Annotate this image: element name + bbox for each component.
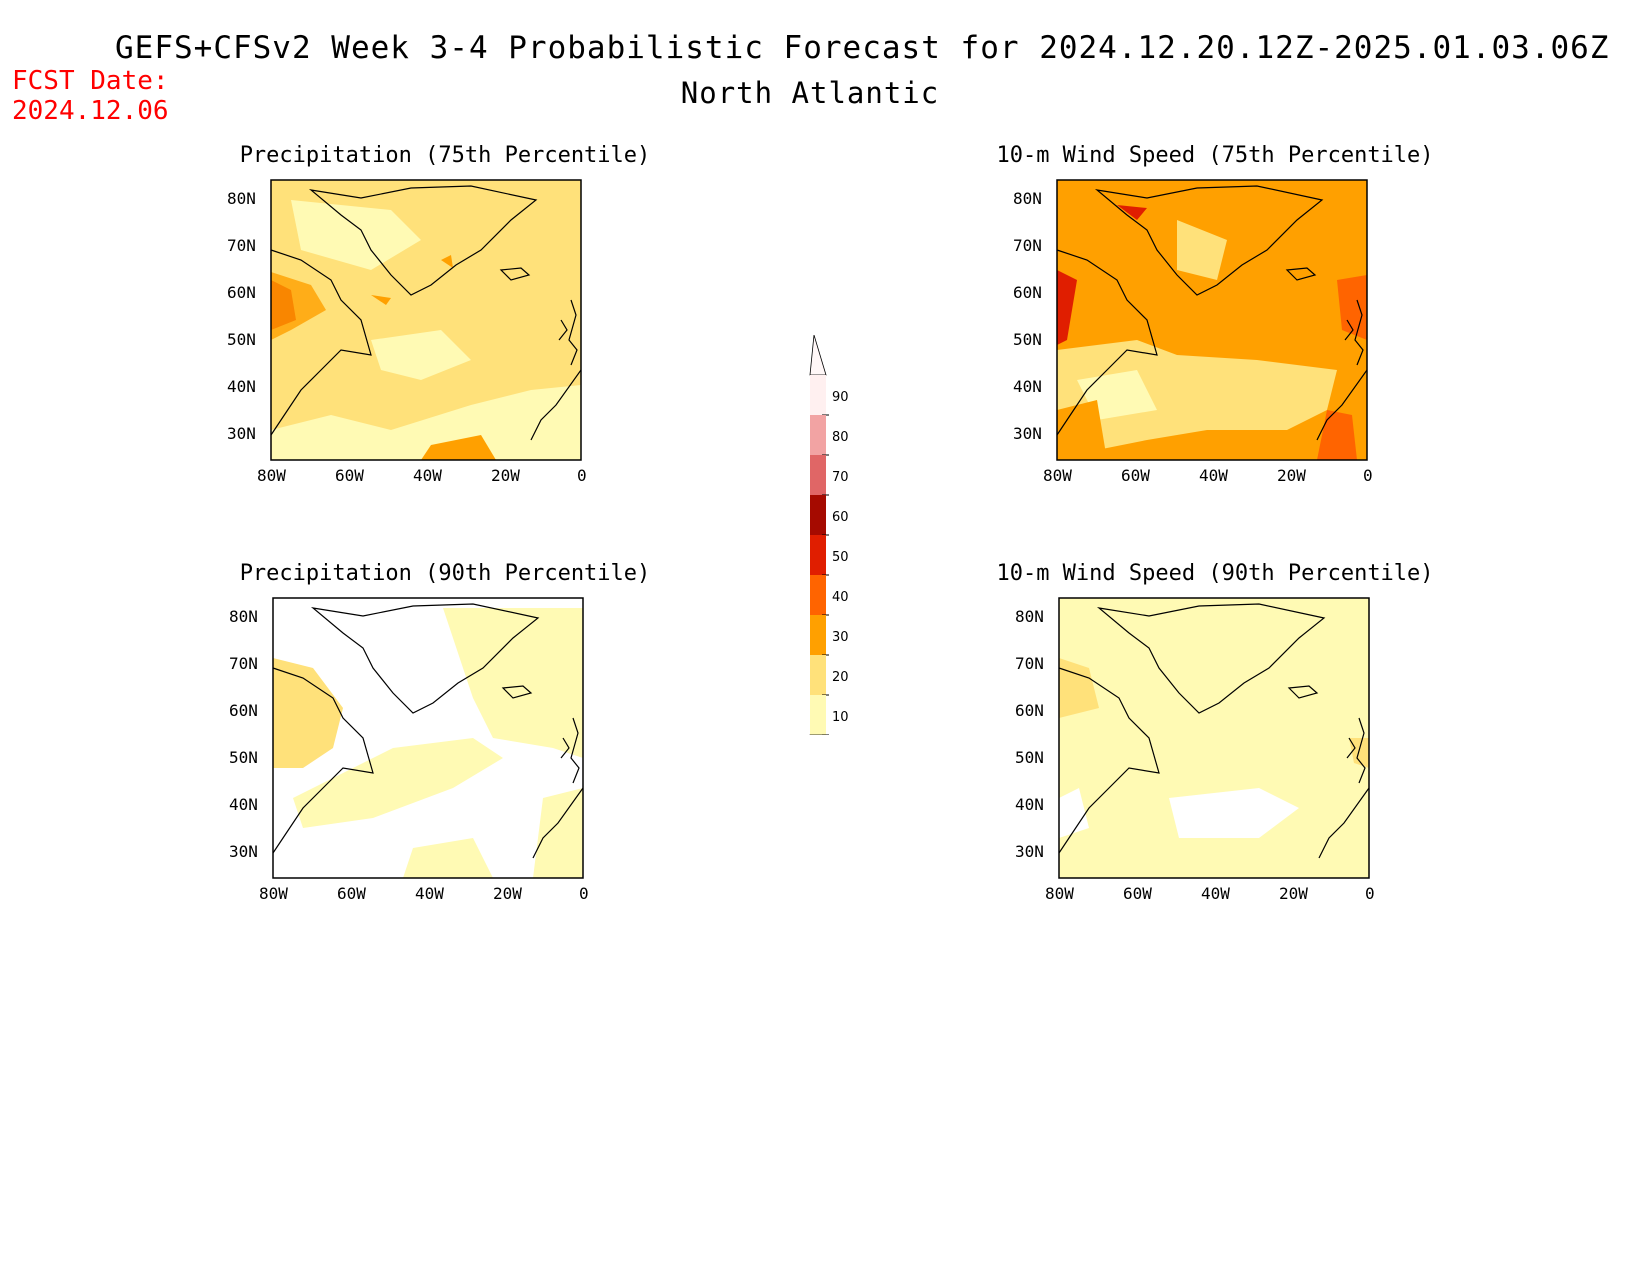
colorbar-label: 60	[832, 510, 849, 525]
colorbar-block	[810, 575, 826, 615]
lat-tick: 40N	[1013, 377, 1042, 396]
lat-tick: 50N	[229, 748, 258, 767]
panel-precip-90: Precipitation (90th Percentile) 80N 70N …	[205, 561, 685, 961]
colorbar-label: 90	[832, 390, 849, 405]
panel-precip-75: Precipitation (75th Percentile) 80N	[205, 143, 685, 543]
map-precip-75: 80N 70N 60N 50N 40N 30N 80W 60W 40W 20W …	[227, 179, 587, 485]
lon-tick: 20W	[491, 466, 520, 485]
colorbar-block	[810, 415, 826, 455]
lat-tick: 30N	[229, 842, 258, 861]
lon-tick: 80W	[259, 884, 288, 903]
lat-tick: 70N	[229, 654, 258, 673]
lon-axis-labels: 80W 60W 40W 20W 0	[259, 884, 589, 903]
lat-axis-labels: 80N 70N 60N 50N 40N 30N	[229, 607, 258, 861]
lon-tick: 40W	[415, 884, 444, 903]
lat-axis-labels: 80N 70N 60N 50N 40N 30N	[1013, 189, 1042, 443]
lon-tick: 40W	[1201, 884, 1230, 903]
colorbar-label: 20	[832, 670, 849, 685]
lon-tick: 20W	[1277, 466, 1306, 485]
lat-tick: 70N	[227, 236, 256, 255]
colorbar-block	[810, 615, 826, 655]
lat-tick: 80N	[229, 607, 258, 626]
lon-tick: 0	[579, 884, 589, 903]
colorbar-block	[810, 655, 826, 695]
lat-tick: 50N	[227, 330, 256, 349]
colorbar-block	[810, 375, 826, 415]
lon-tick: 40W	[1199, 466, 1228, 485]
lon-tick: 20W	[493, 884, 522, 903]
lon-axis-labels: 80W 60W 40W 20W 0	[1043, 466, 1373, 485]
colorbar-block	[810, 455, 826, 495]
lon-tick: 0	[577, 466, 587, 485]
panel-title: 10-m Wind Speed (75th Percentile)	[996, 143, 1434, 168]
lat-tick: 30N	[1015, 842, 1044, 861]
lon-axis-labels: 80W 60W 40W 20W 0	[1045, 884, 1375, 903]
lat-tick: 80N	[1013, 189, 1042, 208]
lon-tick: 80W	[257, 466, 286, 485]
lat-tick: 40N	[1015, 795, 1044, 814]
lon-tick: 40W	[413, 466, 442, 485]
lon-tick: 60W	[1123, 884, 1152, 903]
colorbar-label: 70	[832, 470, 849, 485]
colorbar-block	[810, 495, 826, 535]
lat-tick: 60N	[227, 283, 256, 302]
colorbar: 90 80 70 60 50 40 30 20 10	[809, 335, 849, 735]
colorbar-label: 10	[832, 710, 849, 725]
lat-tick: 40N	[227, 377, 256, 396]
forecast-date-label: FCST Date:	[12, 66, 169, 96]
map-wind-90: 80N 70N 60N 50N 40N 30N 80W 60W 40W 20W …	[1015, 597, 1375, 903]
lat-tick: 80N	[227, 189, 256, 208]
forecast-date-value: 2024.12.06	[12, 96, 169, 126]
lat-tick: 50N	[1013, 330, 1042, 349]
lat-tick: 60N	[229, 701, 258, 720]
map-wind-75: 80N 70N 60N 50N 40N 30N 80W 60W 40W 20W …	[1013, 179, 1373, 485]
panel-title: Precipitation (75th Percentile)	[239, 143, 651, 168]
lon-tick: 0	[1365, 884, 1375, 903]
colorbar-block	[810, 535, 826, 575]
panel-wind-90: 10-m Wind Speed (90th Percentile) 80N 70…	[975, 561, 1455, 961]
panel-wind-75: 10-m Wind Speed (75th Percentile) 80N	[975, 143, 1455, 543]
map-precip-90: 80N 70N 60N 50N 40N 30N 80W 60W 40W 20W …	[229, 597, 589, 903]
colorbar-label: 50	[832, 550, 849, 565]
lat-axis-labels: 80N 70N 60N 50N 40N 30N	[227, 189, 256, 443]
colorbar-label: 80	[832, 430, 849, 445]
lat-tick: 70N	[1015, 654, 1044, 673]
lat-axis-labels: 80N 70N 60N 50N 40N 30N	[1015, 607, 1044, 861]
colorbar-top-cap	[809, 335, 827, 376]
colorbar-label: 30	[832, 630, 849, 645]
lon-tick: 20W	[1279, 884, 1308, 903]
colorbar-blocks	[809, 335, 829, 735]
lon-tick: 0	[1363, 466, 1373, 485]
lat-tick: 30N	[1013, 424, 1042, 443]
lon-tick: 60W	[1121, 466, 1150, 485]
lon-tick: 60W	[335, 466, 364, 485]
lon-tick: 60W	[337, 884, 366, 903]
lat-tick: 60N	[1015, 701, 1044, 720]
colorbar-labels: 90 80 70 60 50 40 30 20 10	[832, 390, 849, 725]
lon-axis-labels: 80W 60W 40W 20W 0	[257, 466, 587, 485]
region-title: North Atlantic	[680, 76, 940, 110]
panel-title: 10-m Wind Speed (90th Percentile)	[996, 561, 1434, 586]
lat-tick: 80N	[1015, 607, 1044, 626]
lat-tick: 40N	[229, 795, 258, 814]
main-title: GEFS+CFSv2 Week 3-4 Probabilistic Foreca…	[115, 30, 1610, 66]
colorbar-block	[810, 695, 826, 735]
lat-tick: 70N	[1013, 236, 1042, 255]
lon-tick: 80W	[1043, 466, 1072, 485]
lon-tick: 80W	[1045, 884, 1074, 903]
lat-tick: 30N	[227, 424, 256, 443]
lat-tick: 50N	[1015, 748, 1044, 767]
lat-tick: 60N	[1013, 283, 1042, 302]
panel-title: Precipitation (90th Percentile)	[239, 561, 651, 586]
colorbar-label: 40	[832, 590, 849, 605]
